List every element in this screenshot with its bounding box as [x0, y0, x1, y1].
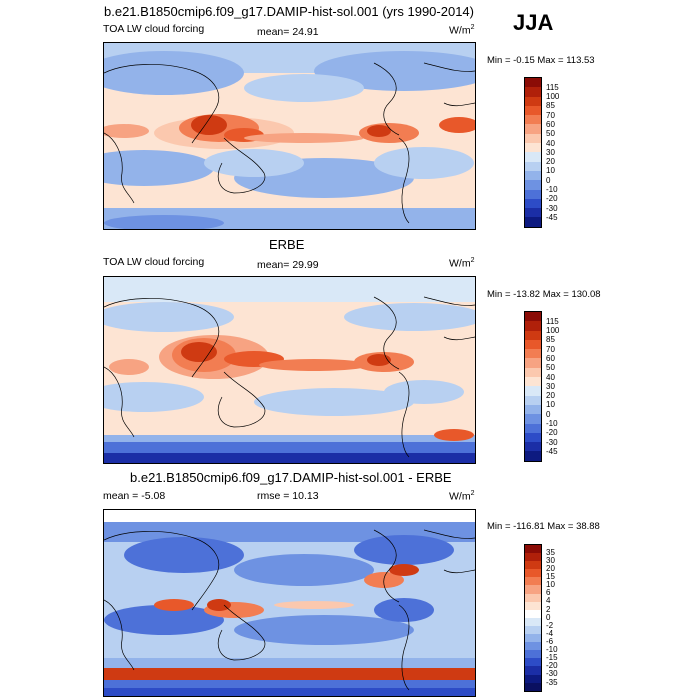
cbar2-label: -30	[546, 438, 558, 447]
panel-2-minmax: Min = -13.82 Max = 130.08	[487, 289, 601, 300]
cbar2-label: 20	[546, 391, 555, 400]
cbar3-label: -30	[546, 669, 558, 678]
panel-3-minmax: Min = -116.81 Max = 38.88	[487, 521, 600, 532]
panel-3-colorbar	[524, 544, 542, 692]
cbar3-label: -2	[546, 621, 554, 630]
cbar1-label: 60	[546, 120, 555, 129]
cbar1-label: 30	[546, 148, 555, 157]
cbar1-label: 10	[546, 166, 555, 175]
cbar2-label: 60	[546, 354, 555, 363]
cbar2-label: 30	[546, 382, 555, 391]
cbar1-label: -45	[546, 213, 558, 222]
panel-1-units: W/m2	[449, 24, 475, 37]
panel-1-variable-label: TOA LW cloud forcing	[103, 23, 205, 35]
cbar1-label: 115	[546, 83, 559, 92]
cbar1-label: 0	[546, 176, 551, 185]
panel-1-colorbar	[524, 77, 542, 228]
cbar1-label: 40	[546, 139, 555, 148]
cbar2-label: 100	[546, 326, 560, 335]
panel-2-mean-label: mean= 29.99	[257, 259, 319, 271]
season-label: JJA	[513, 10, 554, 35]
cbar3-label: 2	[546, 605, 551, 614]
cbar3-label: -20	[546, 661, 558, 670]
panel-1-mean-label: mean= 24.91	[257, 26, 319, 38]
cbar3-label: 4	[546, 596, 551, 605]
panel-3-map	[103, 509, 476, 697]
panel-1-minmax: Min = -0.15 Max = 113.53	[487, 55, 595, 66]
panel-3-title: b.e21.B1850cmip6.f09_g17.DAMIP-hist-sol.…	[130, 470, 452, 485]
cbar2-label: -20	[546, 428, 558, 437]
cbar2-label: 0	[546, 410, 551, 419]
panel-2-variable-label: TOA LW cloud forcing	[103, 256, 205, 268]
panel-2-colorbar	[524, 311, 542, 462]
panel-2-title: ERBE	[269, 237, 305, 252]
cbar3-label: -15	[546, 653, 558, 662]
cbar3-label: -35	[546, 678, 558, 687]
cbar1-label: -20	[546, 194, 558, 203]
cbar1-label: 85	[546, 101, 555, 110]
cbar1-label: 50	[546, 129, 555, 138]
cbar2-label: -45	[546, 447, 558, 456]
cbar1-label: 20	[546, 157, 555, 166]
cbar2-label: 50	[546, 363, 555, 372]
cbar3-label: 30	[546, 556, 555, 565]
cbar3-label: 15	[546, 572, 555, 581]
cbar1-label: -10	[546, 185, 558, 194]
panel-1-title: b.e21.B1850cmip6.f09_g17.DAMIP-hist-sol.…	[104, 4, 474, 19]
cbar3-label: 0	[546, 613, 551, 622]
cbar2-label: -10	[546, 419, 558, 428]
cbar2-label: 115	[546, 317, 559, 326]
panel-2-map	[103, 276, 476, 464]
cbar2-label: 40	[546, 373, 555, 382]
cbar1-label: 70	[546, 111, 555, 120]
cbar3-label: 35	[546, 548, 555, 557]
cbar3-label: 20	[546, 564, 555, 573]
cbar2-label: 85	[546, 335, 555, 344]
cbar3-label: -6	[546, 637, 554, 646]
cbar3-label: 6	[546, 588, 551, 597]
cbar3-label: 10	[546, 580, 555, 589]
panel-1-map	[103, 42, 476, 230]
cbar3-label: -10	[546, 645, 558, 654]
panel-3-rmse-label: rmse = 10.13	[257, 490, 319, 502]
panel-3-units: W/m2	[449, 490, 475, 503]
cbar2-label: 70	[546, 345, 555, 354]
cbar3-label: -4	[546, 629, 554, 638]
cbar2-label: 10	[546, 400, 555, 409]
panel-3-mean-label: mean = -5.08	[103, 490, 166, 502]
cbar1-label: 100	[546, 92, 560, 101]
cbar1-label: -30	[546, 204, 558, 213]
panel-2-units: W/m2	[449, 257, 475, 270]
